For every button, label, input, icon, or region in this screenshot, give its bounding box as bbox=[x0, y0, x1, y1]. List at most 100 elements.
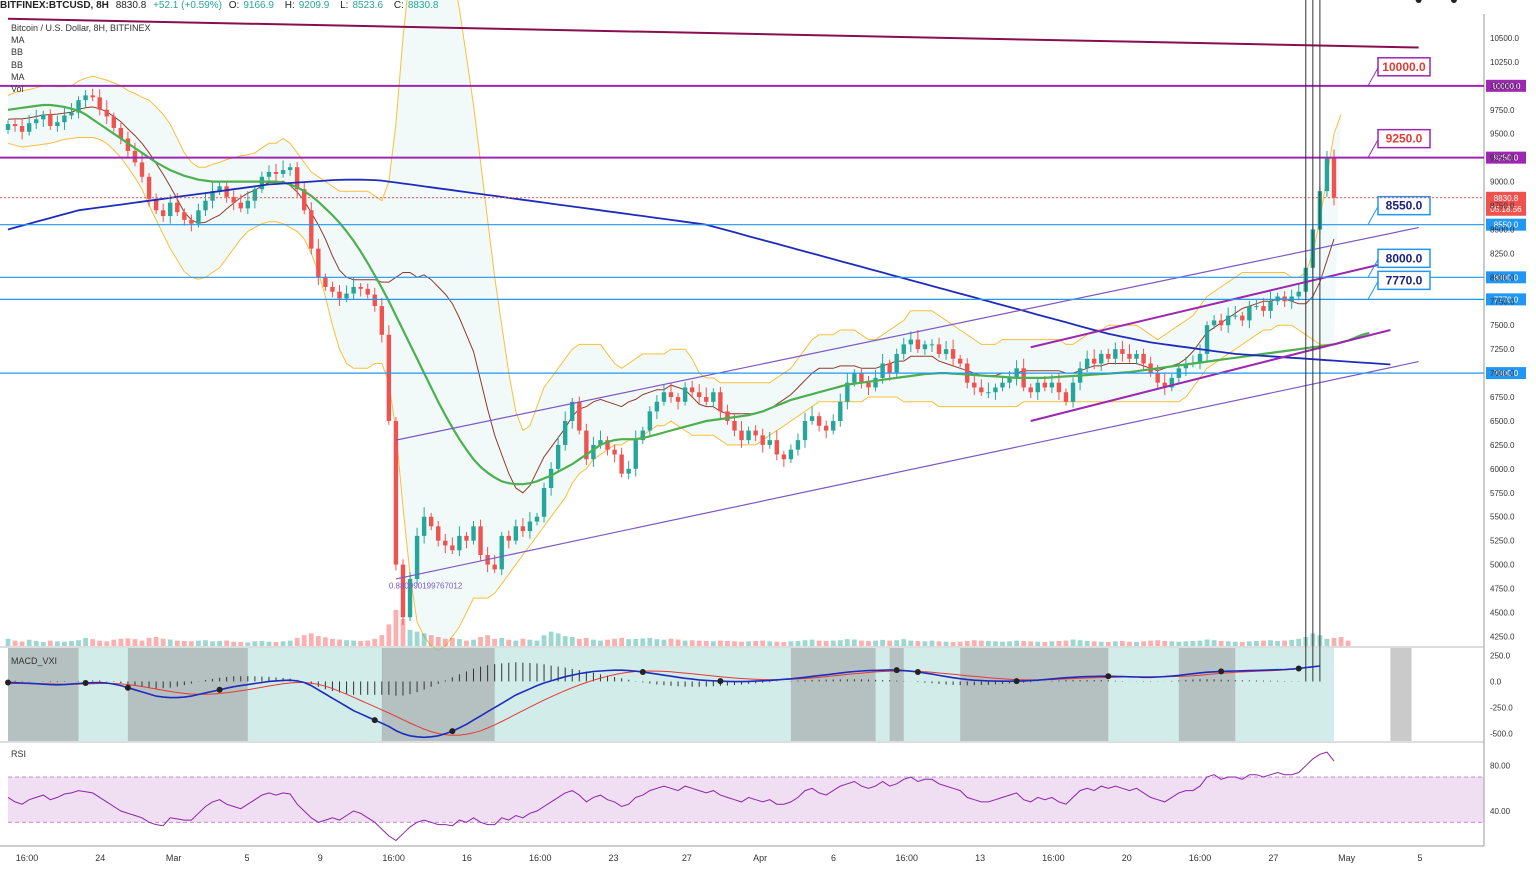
price-tick-label: 10000.0 bbox=[1490, 82, 1519, 91]
volume-bar bbox=[823, 640, 829, 646]
time-tick-label: 6 bbox=[831, 853, 836, 863]
volume-bar bbox=[407, 629, 413, 646]
volume-bar bbox=[1345, 640, 1351, 646]
volume-bar bbox=[12, 640, 18, 646]
candle bbox=[1169, 374, 1174, 392]
candle bbox=[168, 194, 173, 224]
candle-body bbox=[175, 202, 180, 213]
volume-bar bbox=[294, 637, 300, 646]
candle bbox=[428, 512, 434, 531]
candle-body bbox=[41, 114, 46, 120]
candle-body bbox=[182, 212, 187, 220]
volume-bar bbox=[1035, 641, 1041, 646]
candle bbox=[979, 379, 984, 397]
macd-shaded-range bbox=[1390, 648, 1412, 741]
rsi-pane-label[interactable]: RSI bbox=[11, 749, 27, 759]
volume-bar bbox=[1077, 640, 1083, 646]
candle bbox=[414, 527, 420, 585]
candle-body bbox=[1169, 377, 1174, 388]
candle-body bbox=[520, 526, 526, 532]
candle bbox=[1120, 341, 1125, 362]
candle-body bbox=[1218, 320, 1224, 326]
candle bbox=[323, 273, 328, 291]
volume-bar bbox=[1324, 638, 1330, 646]
candle-body bbox=[570, 401, 575, 421]
volume-bar bbox=[1169, 641, 1175, 646]
volume-bar bbox=[1239, 642, 1245, 646]
candle-body bbox=[393, 420, 399, 565]
volume-bar bbox=[943, 641, 949, 646]
volume-bar bbox=[844, 639, 850, 646]
candle-body bbox=[1155, 373, 1160, 383]
volume-bar bbox=[62, 641, 67, 646]
volume-bar bbox=[188, 641, 194, 646]
time-tick-label: Apr bbox=[753, 853, 767, 863]
volume-bar bbox=[1155, 640, 1161, 646]
candle bbox=[1247, 300, 1252, 329]
candle bbox=[1268, 291, 1273, 319]
volume-bar bbox=[583, 637, 589, 646]
last-price-tag bbox=[1486, 191, 1526, 216]
candle-body bbox=[682, 387, 688, 402]
candle-body bbox=[781, 454, 787, 460]
symbol-name[interactable]: BITFINEX:BTCUSD, 8H bbox=[0, 0, 109, 11]
callout-pointer bbox=[1367, 139, 1379, 158]
candle-body bbox=[929, 344, 935, 346]
volume-bar bbox=[605, 639, 610, 646]
volume-bar bbox=[633, 638, 639, 646]
macd-pane-label[interactable]: MACD_VXI bbox=[11, 656, 58, 666]
volume-bar bbox=[661, 639, 667, 646]
volume-bar bbox=[830, 640, 836, 646]
volume-bar bbox=[1063, 640, 1069, 646]
candle bbox=[26, 115, 32, 136]
level-callout-label: 10000.0 bbox=[1382, 60, 1426, 74]
candle bbox=[584, 423, 589, 466]
candle-body bbox=[816, 416, 822, 426]
candle bbox=[217, 182, 222, 195]
volume-bar bbox=[224, 640, 230, 646]
legend-item[interactable]: Vol bbox=[11, 84, 24, 95]
callout-pointer bbox=[1367, 259, 1379, 278]
candle bbox=[929, 339, 935, 353]
candle-body bbox=[34, 119, 39, 124]
rsi-tick-label: 80.00 bbox=[1490, 762, 1511, 771]
candle-body bbox=[732, 420, 737, 431]
candle-body bbox=[845, 382, 850, 402]
legend-item[interactable]: BB bbox=[11, 59, 24, 70]
volume-bar bbox=[1049, 641, 1055, 646]
candle bbox=[619, 447, 624, 478]
trend-line bbox=[395, 361, 1419, 580]
legend-item[interactable]: MA bbox=[11, 35, 25, 46]
volume-bar bbox=[548, 631, 554, 646]
volume-bar bbox=[111, 639, 117, 646]
candle bbox=[993, 383, 998, 400]
candle bbox=[471, 521, 476, 545]
candle bbox=[280, 160, 286, 178]
candle-body bbox=[943, 349, 949, 354]
candle-body bbox=[901, 344, 906, 354]
candle bbox=[111, 112, 116, 132]
candle bbox=[1296, 283, 1301, 301]
candle-body bbox=[351, 286, 356, 294]
candle bbox=[626, 460, 631, 480]
level-axis-label: 8000.0 bbox=[1494, 273, 1519, 282]
candle bbox=[682, 382, 688, 406]
trend-line bbox=[1030, 329, 1391, 422]
macd-shaded-range bbox=[8, 648, 79, 741]
candle bbox=[302, 182, 307, 215]
volume-bar bbox=[478, 637, 483, 646]
price-tick-label: 9000.0 bbox=[1490, 178, 1515, 187]
candle bbox=[231, 190, 236, 211]
candle bbox=[1106, 348, 1111, 363]
legend-item[interactable]: MA bbox=[11, 71, 25, 82]
candle-body bbox=[1183, 363, 1189, 369]
candle bbox=[1162, 373, 1167, 396]
level-axis-label: 9250.0 bbox=[1494, 154, 1519, 163]
rsi-tick-label: 40.00 bbox=[1490, 807, 1511, 816]
open-value: 9166.9 bbox=[243, 0, 274, 11]
volume-bar bbox=[1282, 640, 1288, 646]
candle-body bbox=[309, 210, 314, 249]
legend-item[interactable]: BB bbox=[11, 47, 24, 58]
